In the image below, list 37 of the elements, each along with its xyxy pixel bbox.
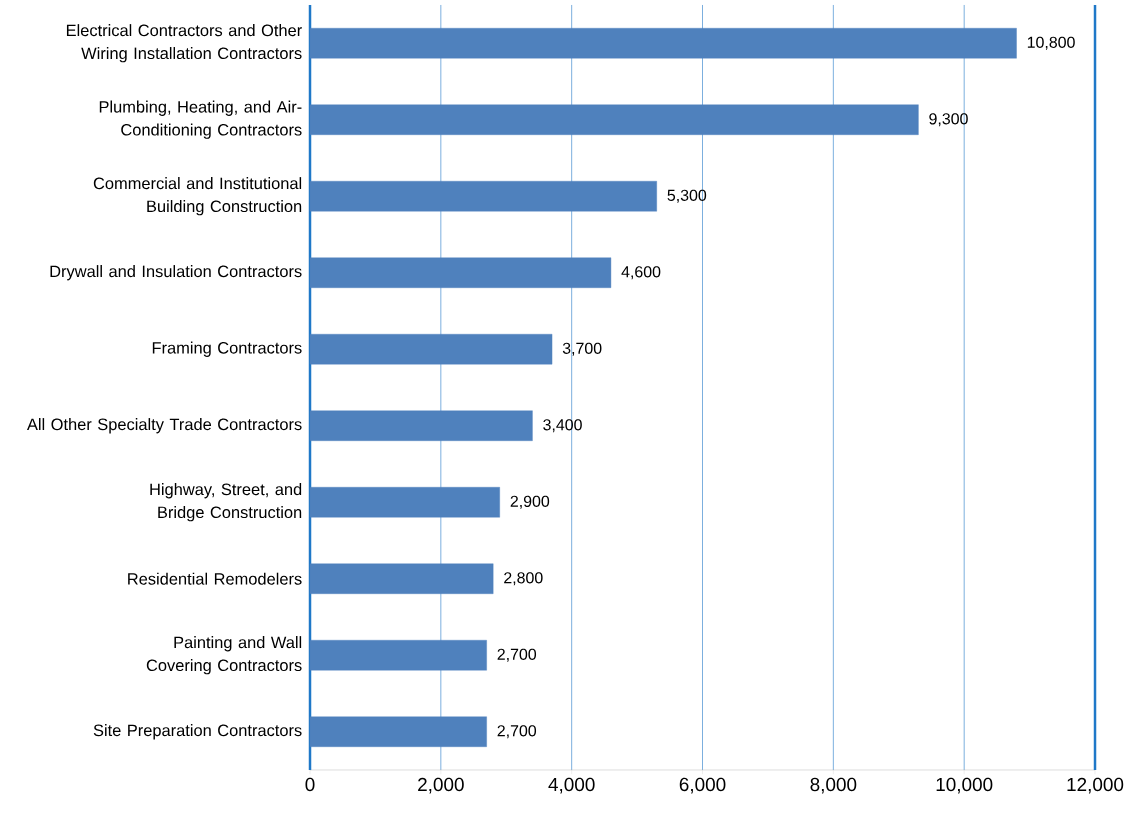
x-tick-label: 12,000: [1067, 777, 1124, 794]
bar: [309, 257, 612, 288]
data-label: 4,600: [621, 266, 661, 280]
y-tick-label: Plumbing, Heating, and Air-Conditioning Contractors: [99, 100, 302, 139]
x-tick-label: 2,000: [418, 777, 464, 794]
bar: [309, 181, 657, 212]
bar: [309, 334, 553, 365]
y-tick-label: Framing Contractors: [152, 341, 302, 357]
y-tick-label: Drywall and Insulation Contractors: [50, 265, 302, 281]
x-tick-label: 8,000: [810, 777, 857, 794]
y-tick-label: Site Preparation Contractors: [93, 724, 302, 740]
bar: [309, 716, 487, 747]
y-tick-label: All Other Specialty Trade Contractors: [26, 418, 302, 434]
x-tick-label: 0: [305, 777, 315, 792]
data-label: 9,300: [929, 113, 968, 127]
data-label: 2,700: [497, 725, 537, 739]
x-tick-label: 10,000: [936, 777, 993, 794]
data-label: 2,800: [504, 572, 543, 586]
data-label: 3,400: [543, 419, 582, 433]
bar: [309, 487, 500, 518]
y-tick-label: Residential Remodelers: [128, 572, 302, 585]
y-tick-label: Commercial and Institutional Building Construction: [93, 177, 302, 216]
data-label: 2,900: [510, 495, 550, 509]
data-label: 10,800: [1027, 36, 1075, 50]
bar: [309, 563, 494, 594]
bar: [309, 410, 533, 441]
bar: [309, 640, 487, 671]
y-tick-label: Electrical Contractors and Other Wiring Installation Contractors: [66, 24, 302, 63]
data-label: 5,300: [667, 189, 707, 203]
data-label: 3,700: [562, 342, 602, 356]
bar: [309, 28, 1017, 59]
bar: [309, 104, 919, 135]
data-label: 2,700: [497, 648, 537, 662]
y-tick-label: Highway, Street, and Bridge Construction: [150, 483, 302, 522]
x-tick-label: 6,000: [679, 777, 726, 794]
y-tick-label: Painting and Wall Covering Contractors: [146, 636, 302, 675]
x-tick-label: 4,000: [548, 777, 595, 794]
